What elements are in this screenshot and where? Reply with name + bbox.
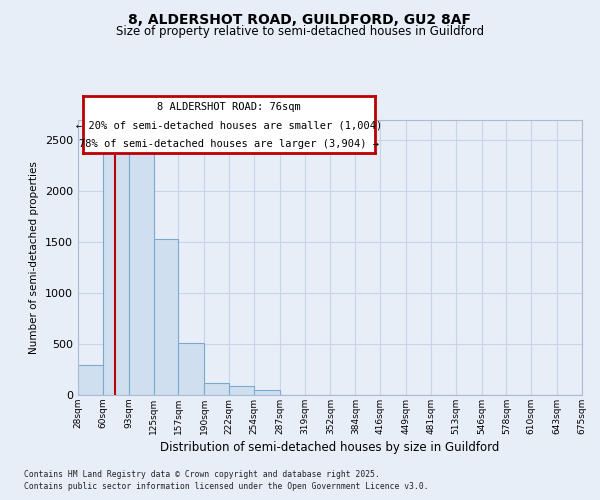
Bar — [178, 343, 204, 395]
Bar — [128, 146, 154, 395]
Bar — [229, 386, 254, 395]
Bar — [154, 239, 178, 395]
Text: Contains public sector information licensed under the Open Government Licence v3: Contains public sector information licen… — [24, 482, 428, 491]
Text: 8, ALDERSHOT ROAD, GUILDFORD, GU2 8AF: 8, ALDERSHOT ROAD, GUILDFORD, GU2 8AF — [128, 12, 472, 26]
Text: 78% of semi-detached houses are larger (3,904) →: 78% of semi-detached houses are larger (… — [79, 139, 379, 149]
Text: ← 20% of semi-detached houses are smaller (1,004): ← 20% of semi-detached houses are smalle… — [76, 120, 382, 130]
Bar — [254, 390, 280, 395]
X-axis label: Distribution of semi-detached houses by size in Guildford: Distribution of semi-detached houses by … — [160, 441, 500, 454]
Bar — [78, 365, 103, 395]
Text: 8 ALDERSHOT ROAD: 76sqm: 8 ALDERSHOT ROAD: 76sqm — [157, 102, 301, 112]
Y-axis label: Number of semi-detached properties: Number of semi-detached properties — [29, 161, 40, 354]
Bar — [204, 383, 229, 395]
Bar — [103, 146, 128, 395]
Text: Size of property relative to semi-detached houses in Guildford: Size of property relative to semi-detach… — [116, 25, 484, 38]
Text: Contains HM Land Registry data © Crown copyright and database right 2025.: Contains HM Land Registry data © Crown c… — [24, 470, 380, 479]
